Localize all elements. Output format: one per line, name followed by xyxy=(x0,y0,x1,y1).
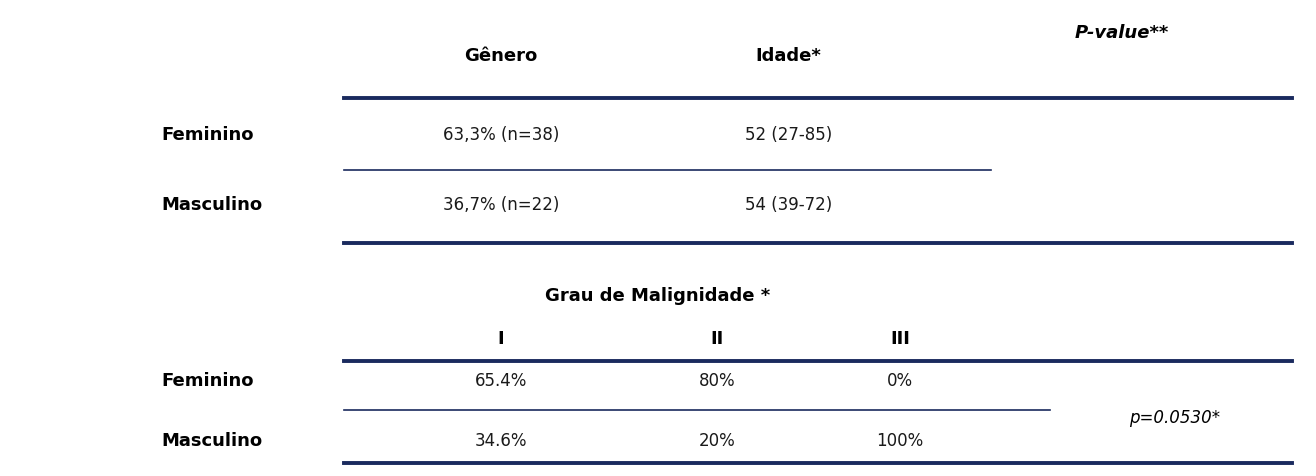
Text: Grau de Malignidade *: Grau de Malignidade * xyxy=(545,288,771,306)
Text: 0%: 0% xyxy=(887,372,913,390)
Text: 52 (27-85): 52 (27-85) xyxy=(745,126,833,144)
Text: Gênero: Gênero xyxy=(465,47,538,65)
Text: P-value**: P-value** xyxy=(1075,24,1170,41)
Text: 34.6%: 34.6% xyxy=(475,432,528,450)
Text: Masculino: Masculino xyxy=(161,196,262,214)
Text: 65.4%: 65.4% xyxy=(475,372,528,390)
Text: 20%: 20% xyxy=(699,432,736,450)
Text: 36,7% (n=22): 36,7% (n=22) xyxy=(443,196,559,214)
Text: 63,3% (n=38): 63,3% (n=38) xyxy=(443,126,559,144)
Text: Feminino: Feminino xyxy=(161,372,254,390)
Text: Masculino: Masculino xyxy=(161,432,262,450)
Text: 54 (39-72): 54 (39-72) xyxy=(745,196,833,214)
Text: III: III xyxy=(890,329,909,347)
Text: II: II xyxy=(711,329,724,347)
Text: 80%: 80% xyxy=(699,372,736,390)
Text: Idade*: Idade* xyxy=(755,47,821,65)
Text: 100%: 100% xyxy=(876,432,924,450)
Text: Feminino: Feminino xyxy=(161,126,254,144)
Text: p=0.0530*: p=0.0530* xyxy=(1129,409,1220,427)
Text: I: I xyxy=(497,329,504,347)
